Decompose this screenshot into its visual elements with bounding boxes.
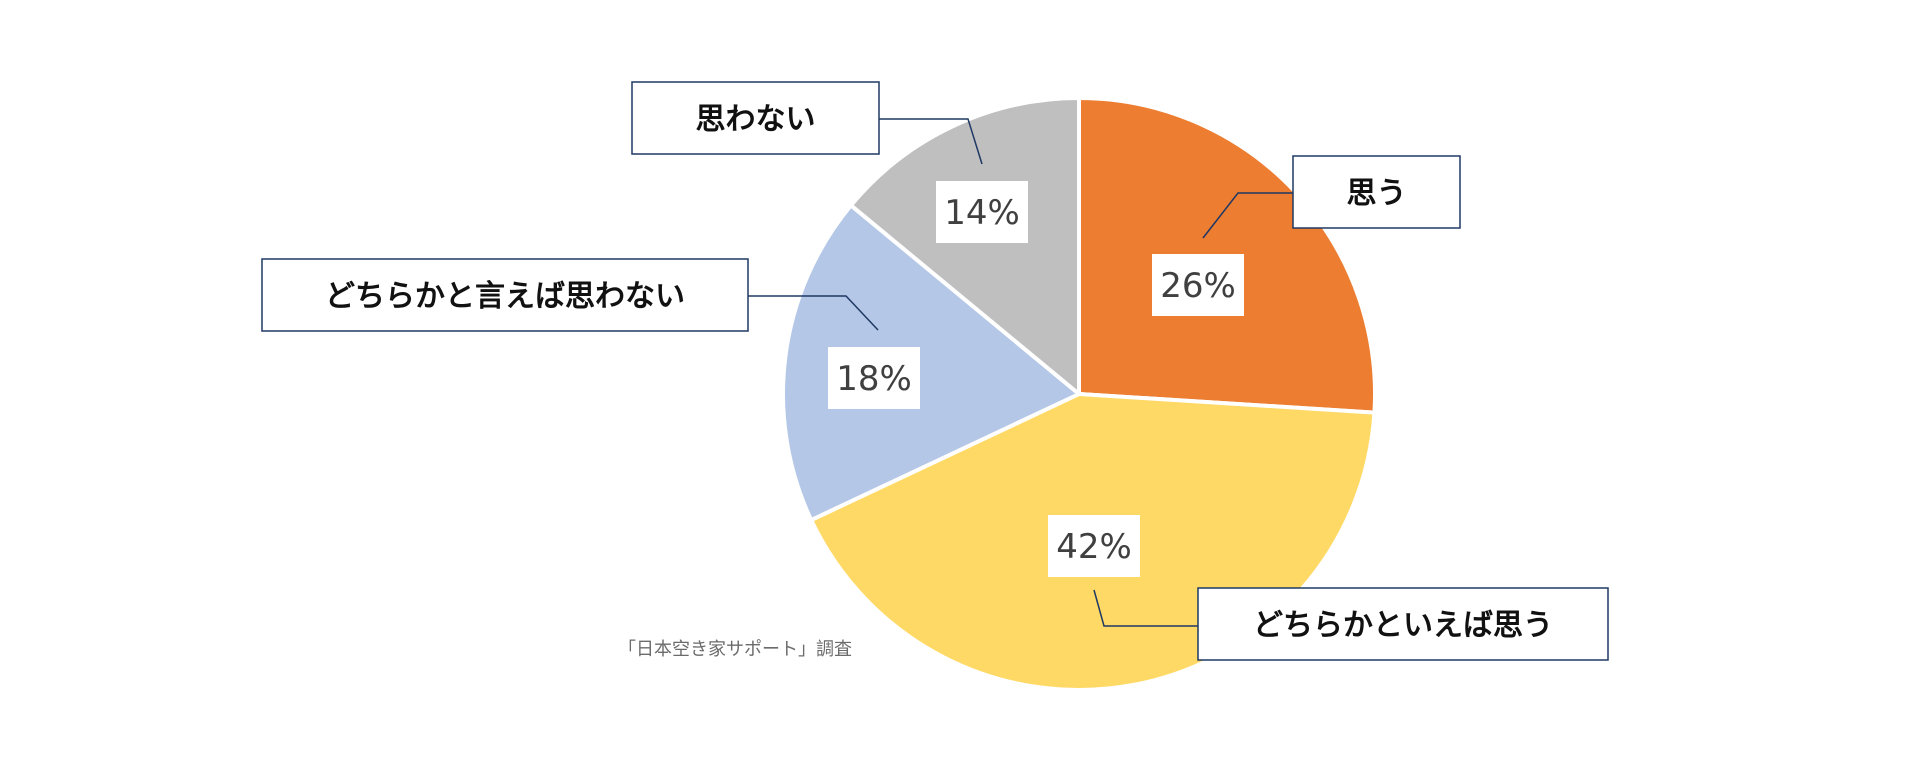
source-note: 「日本空き家サポート」調査 — [618, 639, 852, 660]
category-label-box — [1292, 155, 1461, 229]
category-label: どちらかといえば思う — [1253, 608, 1553, 643]
percent-labels: 26% 42% 18% 14% — [828, 181, 1244, 577]
percent-label: 26% — [1160, 266, 1236, 306]
category-label-box — [261, 258, 749, 332]
category-label: 思わない — [696, 102, 816, 137]
percent-label: 14% — [944, 193, 1020, 233]
category-label-box — [1197, 587, 1609, 661]
percent-label-box — [828, 347, 920, 409]
percent-label-box — [1048, 515, 1140, 577]
percent-label: 18% — [836, 359, 912, 399]
category-label: どちらかと言えば思わない — [325, 279, 685, 314]
leader-line — [1093, 589, 1198, 627]
leader-line — [1202, 192, 1293, 239]
percent-label-box — [936, 181, 1028, 243]
category-label-box — [631, 81, 880, 155]
percent-label: 42% — [1056, 527, 1132, 567]
category-label: 思う — [1347, 176, 1407, 211]
leader-line — [879, 118, 983, 165]
leader-line — [748, 295, 879, 331]
pie-slice — [781, 203, 1081, 523]
pie-slice — [848, 96, 1081, 396]
percent-label-box — [1152, 254, 1244, 316]
leader-lines — [748, 118, 1293, 627]
